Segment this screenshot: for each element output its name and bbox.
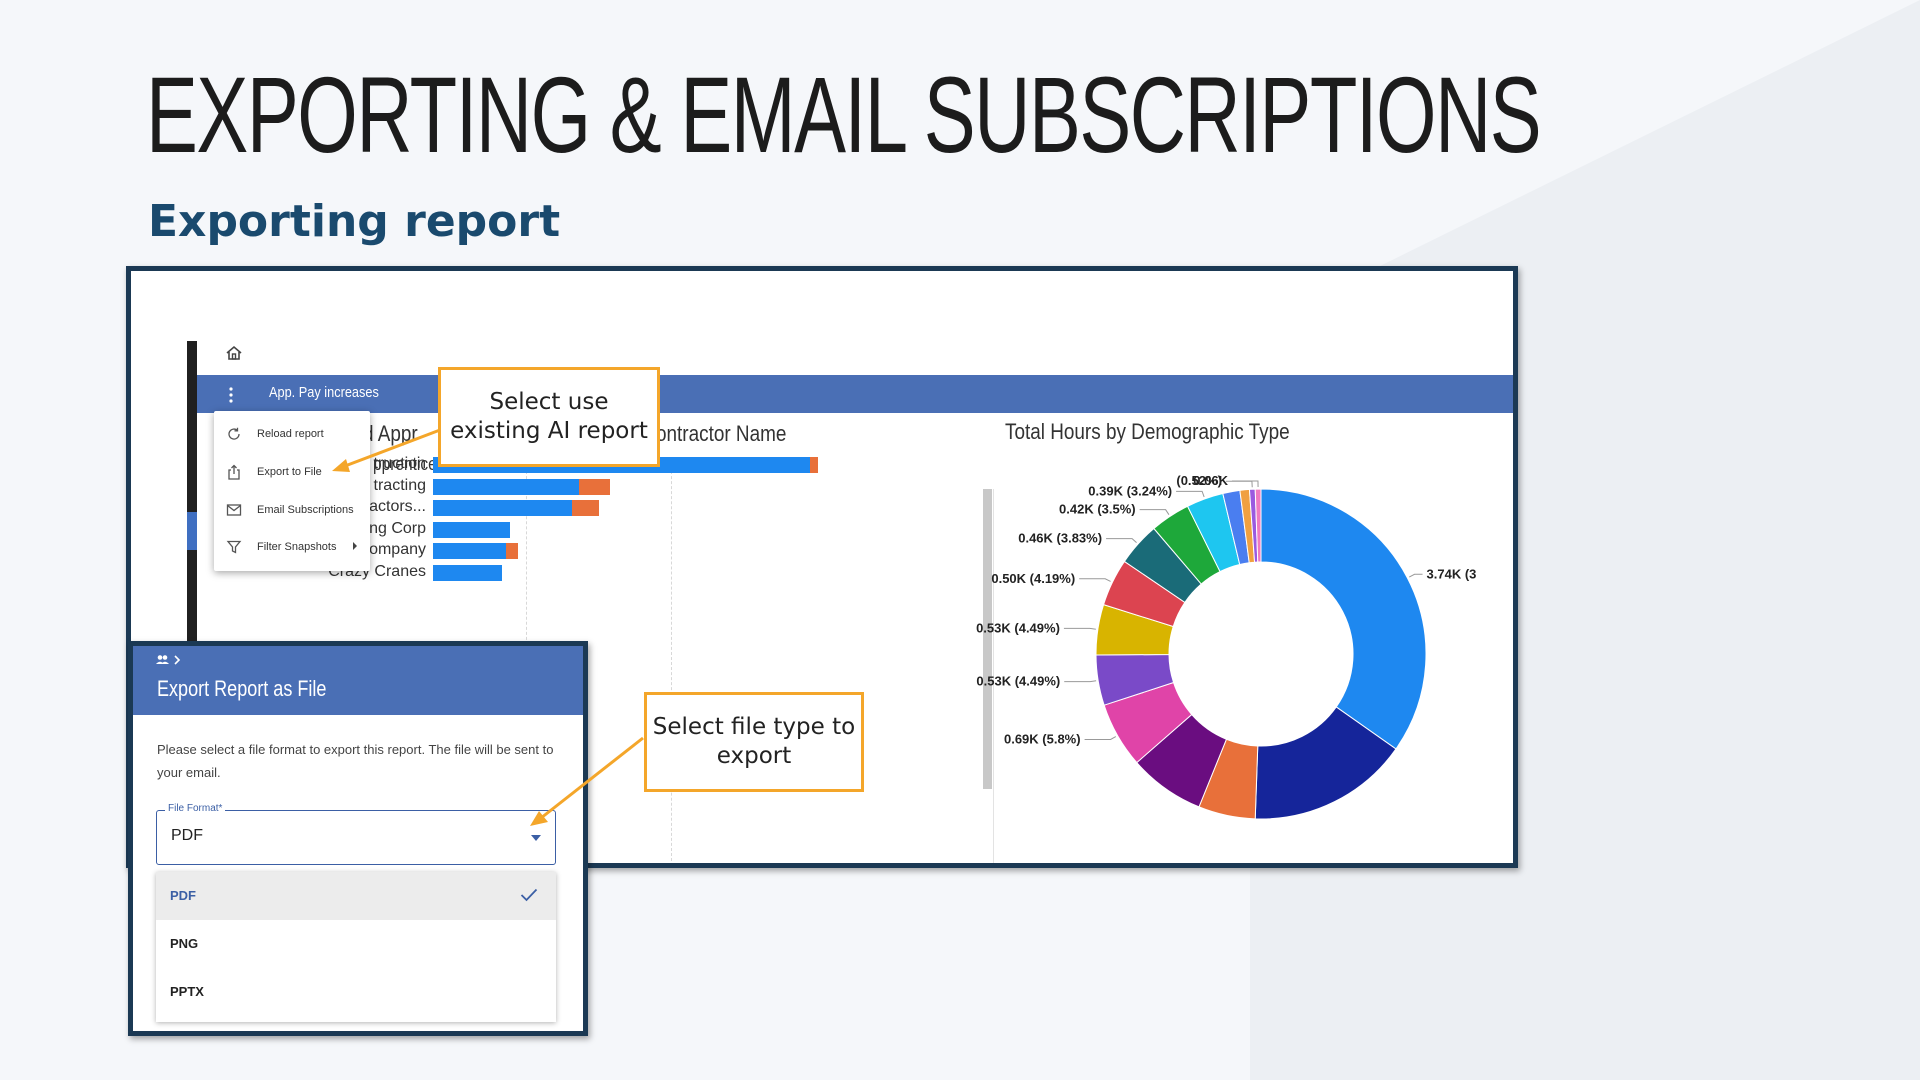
more-options-icon[interactable]	[227, 385, 235, 405]
donut-data-label: 0.06K	[1193, 473, 1228, 488]
donut-leader-line	[1176, 490, 1205, 498]
slide-title: EXPORTING & EMAIL SUBSCRIPTIONS	[146, 54, 1542, 175]
donut-leader-line	[1106, 538, 1137, 544]
bar-chart-title-right: ontractor Name	[656, 421, 787, 446]
mail-icon	[226, 504, 242, 516]
file-format-value: PDF	[171, 827, 203, 844]
dialog-title: Export Report as File	[157, 676, 327, 701]
export-report-dialog: Export Report as File Please select a fi…	[128, 641, 588, 1036]
file-format-select[interactable]: File Format* PDF	[156, 803, 556, 865]
donut-slice[interactable]	[1254, 488, 1262, 563]
dialog-header: Export Report as File	[133, 646, 583, 715]
bar-segment[interactable]	[433, 564, 503, 581]
bar-segment[interactable]	[810, 457, 818, 473]
report-header-bar: App. Pay increases	[197, 375, 1513, 413]
donut-leader-line	[1225, 480, 1253, 488]
option-label: PDF	[170, 888, 196, 903]
bar-segment[interactable]	[571, 500, 599, 516]
reload-icon	[228, 427, 240, 440]
check-icon	[520, 888, 538, 902]
option-label: PPTX	[170, 984, 204, 999]
donut-data-label: 0.53K (4.49%)	[976, 674, 1060, 689]
menu-item-export-to-file[interactable]: Export to File	[214, 457, 370, 487]
callout-select-report: Select use existing AI report	[438, 367, 660, 467]
menu-item-filter-snapshots[interactable]: Filter Snapshots	[214, 532, 370, 562]
dialog-description: Please select a file format to export th…	[157, 742, 554, 780]
donut-data-label: 0.46K (3.83%)	[1018, 531, 1102, 546]
breadcrumb-users-icon[interactable]	[155, 654, 183, 666]
left-nav-active	[187, 512, 197, 550]
menu-item-label: Email Subscriptions	[257, 504, 354, 516]
bar-segment[interactable]	[433, 478, 580, 495]
donut-leader-line	[1084, 736, 1117, 740]
file-format-options: PDF PNG PPTX	[156, 872, 556, 1022]
donut-leader-line	[1063, 627, 1096, 630]
dropdown-caret-icon[interactable]	[531, 835, 541, 841]
donut-leader-line	[1064, 680, 1097, 683]
donut-leader-line	[1139, 509, 1170, 515]
filter-icon	[226, 540, 242, 554]
bar-segment[interactable]	[506, 543, 518, 559]
bar-category-label: tracting	[373, 476, 426, 494]
donut-leader-line	[1231, 480, 1259, 488]
donut-slice[interactable]	[1260, 488, 1427, 750]
callout-select-file-type: Select file type to export	[644, 692, 864, 792]
bar-segment[interactable]	[433, 543, 507, 559]
donut-data-label: (0.52%)	[1176, 473, 1222, 488]
report-context-menu: Reload report Export to File Email Subsc…	[214, 411, 370, 571]
bar-segment[interactable]	[433, 500, 572, 516]
bar-segment[interactable]	[579, 478, 611, 495]
menu-item-email-subscriptions[interactable]: Email Subscriptions	[214, 495, 370, 525]
donut-data-label: 0.69K (5.8%)	[1004, 731, 1081, 746]
donut-data-label: 0.39K (3.24%)	[1088, 483, 1172, 498]
export-icon	[228, 464, 240, 480]
home-icon[interactable]	[224, 343, 244, 363]
menu-item-reload[interactable]: Reload report	[214, 419, 370, 449]
menu-item-label: Filter Snapshots	[257, 541, 337, 553]
chart-scrollbar[interactable]	[983, 489, 992, 789]
donut-leader-line	[1408, 573, 1423, 578]
bar-segment[interactable]	[433, 521, 510, 538]
option-pdf[interactable]: PDF	[156, 872, 556, 920]
menu-item-label: Export to File	[257, 466, 322, 478]
donut-leader-line	[1079, 578, 1111, 582]
chevron-right-icon	[353, 542, 357, 550]
left-nav-strip	[187, 341, 197, 863]
bar-category-label: actors...	[369, 498, 426, 515]
donut-chart-title: Total Hours by Demographic Type	[1005, 419, 1290, 444]
slide-subtitle: Exporting report	[148, 196, 561, 247]
bar-gridline	[671, 461, 672, 861]
donut-data-label: 0.42K (3.5%)	[1059, 502, 1136, 517]
option-png[interactable]: PNG	[156, 920, 556, 968]
option-label: PNG	[170, 936, 199, 951]
option-pptx[interactable]: PPTX	[156, 968, 556, 1016]
donut-data-label: 0.50K (4.19%)	[991, 571, 1075, 586]
menu-item-label: Reload report	[257, 428, 324, 440]
report-name: App. Pay increases	[269, 384, 379, 401]
chart-divider	[993, 489, 994, 863]
donut-data-label: 0.53K (4.49%)	[976, 620, 1060, 635]
file-format-label: File Format*	[165, 803, 226, 814]
donut-data-label: 3.74K (3	[1427, 566, 1477, 581]
donut-chart: 3.74K (3 0.69K (5.8%) 0.53K (4.49%) 0.53K (…	[976, 473, 1477, 820]
